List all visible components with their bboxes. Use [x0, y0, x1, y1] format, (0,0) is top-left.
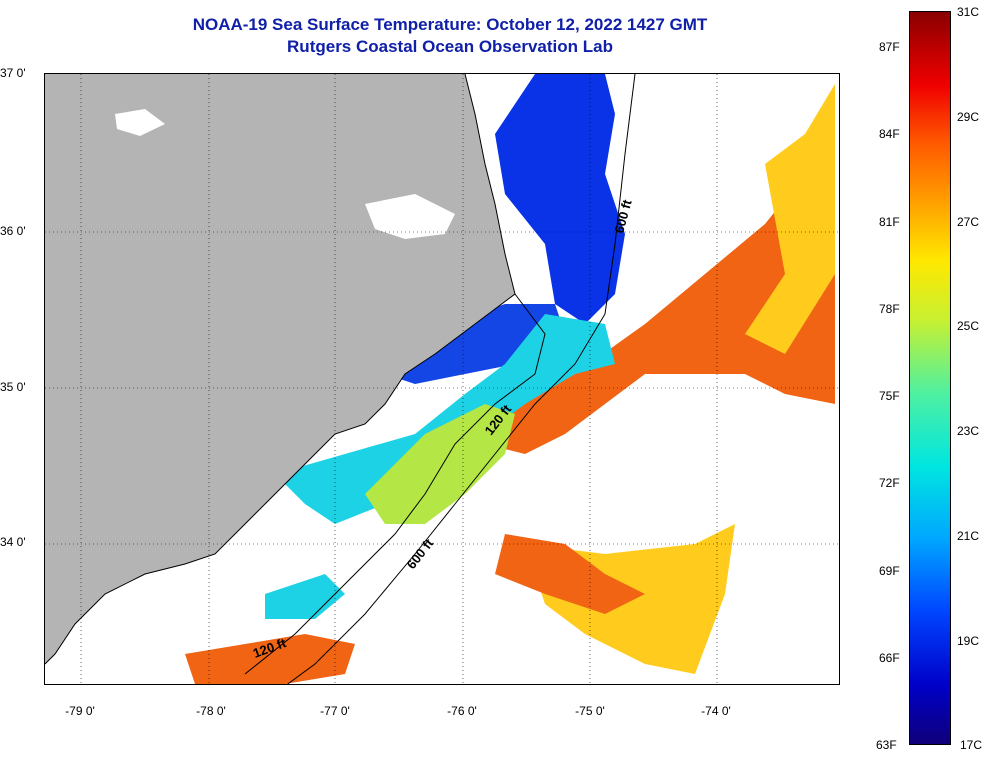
sst-map: 600 ft 120 ft 600 ft 120 ft — [44, 73, 840, 685]
title-line-1: NOAA-19 Sea Surface Temperature: October… — [192, 15, 708, 34]
cbar-c-23: 23C — [957, 424, 980, 438]
sst-warm-band — [745, 84, 835, 354]
sst-cold-north — [495, 74, 625, 324]
lon-label-77: -77 0' — [320, 704, 350, 718]
lat-label-35: 35 0' — [0, 380, 26, 394]
lat-label-36: 36 0' — [0, 224, 26, 238]
cbar-c-21: 21C — [957, 529, 980, 543]
sst-cool-southwest — [265, 574, 345, 619]
cbar-f-66: 66F — [879, 651, 900, 665]
cbar-c-29: 29C — [957, 110, 980, 124]
temperature-colorbar — [909, 11, 951, 745]
cbar-f-78: 78F — [879, 302, 900, 316]
cbar-f-84: 84F — [879, 127, 900, 141]
lon-label-78: -78 0' — [196, 704, 226, 718]
sst-field — [185, 74, 835, 684]
sst-mild-shelf — [365, 404, 515, 524]
map-title: NOAA-19 Sea Surface Temperature: October… — [0, 14, 900, 58]
sst-hot-south — [495, 534, 645, 614]
lat-label-34: 34 0' — [0, 535, 26, 549]
cbar-c-31: 31C — [957, 5, 980, 19]
cbar-f-72: 72F — [879, 476, 900, 490]
cbar-c-17: 17C — [960, 738, 983, 752]
sst-cool-shelf — [275, 314, 615, 524]
lon-label-79: -79 0' — [65, 704, 95, 718]
sst-hot-southwest — [185, 634, 355, 684]
river-inlet — [115, 109, 165, 136]
cbar-c-25: 25C — [957, 319, 980, 333]
lon-label-74: -74 0' — [701, 704, 731, 718]
title-line-2: Rutgers Coastal Ocean Observation Lab — [287, 37, 613, 56]
contour-600ft — [286, 74, 636, 684]
contour-120ft — [244, 293, 546, 675]
lon-label-75: -75 0' — [575, 704, 605, 718]
cbar-f-81: 81F — [879, 215, 900, 229]
sst-cold-sound — [375, 304, 565, 384]
coastline — [45, 74, 516, 665]
cbar-f-69: 69F — [879, 564, 900, 578]
cbar-f-87: 87F — [879, 40, 900, 54]
cbar-c-27: 27C — [957, 215, 980, 229]
cbar-c-19: 19C — [957, 634, 980, 648]
cbar-f-75: 75F — [879, 389, 900, 403]
graticule — [45, 74, 839, 684]
cbar-f-63: 63F — [876, 738, 897, 752]
sst-hot-band — [485, 94, 835, 454]
contour-label-600-south: 600 ft — [404, 535, 437, 572]
contour-label-600-north: 600 ft — [611, 197, 634, 234]
lat-label-37: 37 0' — [0, 66, 26, 80]
map-canvas: 600 ft 120 ft 600 ft 120 ft — [45, 74, 839, 684]
albemarle-sound — [365, 194, 455, 239]
lon-label-76: -76 0' — [447, 704, 477, 718]
